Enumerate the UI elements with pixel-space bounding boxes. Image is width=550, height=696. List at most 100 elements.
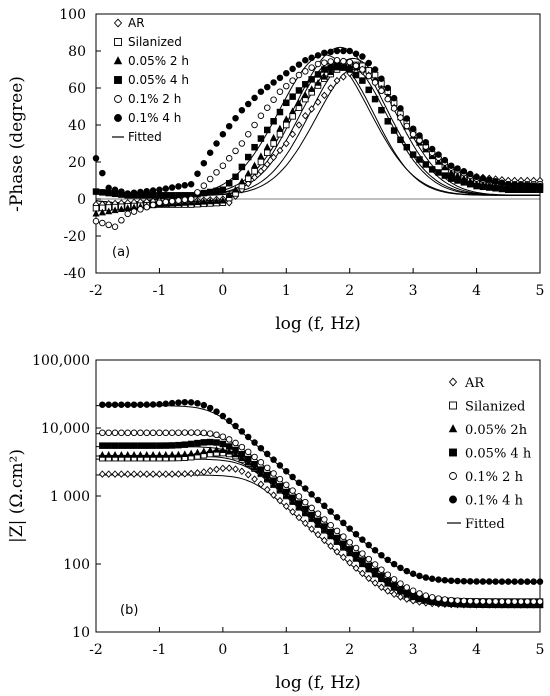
impedance-data-point <box>251 464 259 471</box>
impedance-data-point <box>378 583 385 592</box>
impedance-data-point <box>390 560 398 568</box>
phase-data-point <box>320 72 328 80</box>
impedance-data-point <box>498 578 506 585</box>
phase-y-tick-label: 100 <box>59 7 86 23</box>
impedance-data-point <box>270 456 277 463</box>
impedance-data-point <box>244 458 252 466</box>
impedance-data-point <box>333 527 341 535</box>
phase-data-point <box>276 130 284 138</box>
phase-data-point <box>168 192 176 199</box>
phase-data-point <box>251 143 258 151</box>
phase-data-point <box>422 161 430 168</box>
phase-data-point <box>295 87 303 94</box>
impedance-data-point <box>359 550 366 557</box>
impedance-data-point <box>136 470 144 478</box>
impedance-data-point <box>536 598 544 605</box>
impedance-data-point <box>327 528 334 536</box>
impedance-data-point <box>466 578 474 585</box>
phase-data-point <box>270 133 278 141</box>
impedance-x-tick-label: 5 <box>536 642 545 658</box>
impedance-data-point <box>282 502 290 510</box>
impedance-data-point <box>149 470 157 478</box>
impedance-data-point <box>358 569 366 578</box>
impedance-data-point <box>162 429 170 437</box>
impedance-legend-label: 0.1% 4 h <box>465 494 524 509</box>
impedance-data-point <box>156 400 163 408</box>
impedance-data-point <box>447 596 455 604</box>
phase-data-point <box>289 107 297 115</box>
phase-data-point <box>403 143 411 151</box>
impedance-data-point <box>352 551 360 559</box>
phase-data-point <box>498 185 506 193</box>
impedance-data-point <box>283 481 290 489</box>
impedance-data-point <box>333 547 341 556</box>
phase-data-point <box>130 208 138 215</box>
impedance-data-point <box>238 443 246 451</box>
phase-data-point <box>206 188 214 196</box>
phase-data-point <box>295 61 303 68</box>
phase-legend-label: 0.1% 4 h <box>128 111 181 125</box>
phase-data-point <box>232 147 239 155</box>
impedance-data-point <box>505 598 512 605</box>
phase-data-point <box>352 62 360 70</box>
impedance-data-point <box>466 597 474 605</box>
impedance-data-point <box>289 508 297 516</box>
impedance-data-point <box>492 578 499 585</box>
phase-data-point <box>441 156 449 164</box>
impedance-data-point <box>479 578 487 585</box>
impedance-data-point <box>118 442 125 449</box>
impedance-y-tick-label: 100 <box>63 557 90 573</box>
impedance-data-point <box>137 429 144 437</box>
impedance-data-point <box>206 438 214 446</box>
impedance-data-point <box>174 450 183 458</box>
phase-data-point <box>505 186 512 193</box>
phase-data-point <box>225 180 233 187</box>
phase-data-point <box>371 95 379 103</box>
impedance-data-point <box>530 598 537 605</box>
phase-data-point <box>137 206 144 213</box>
impedance-data-point <box>219 440 227 448</box>
impedance-data-point <box>441 577 449 584</box>
impedance-x-tick-label: 3 <box>409 642 418 658</box>
phase-data-point <box>301 91 309 99</box>
impedance-data-point <box>232 439 239 447</box>
impedance-data-point <box>314 510 322 517</box>
impedance-data-point <box>378 573 385 580</box>
phase-data-point <box>428 166 436 173</box>
impedance-data-point <box>441 596 449 603</box>
phase-data-point <box>149 201 157 209</box>
phase-data-point <box>175 197 182 204</box>
impedance-data-point <box>149 442 157 449</box>
impedance-data-point <box>168 470 176 478</box>
phase-data-point <box>156 186 163 193</box>
impedance-data-point <box>371 579 379 587</box>
impedance-data-point <box>225 417 233 425</box>
impedance-data-point <box>143 401 150 408</box>
impedance-data-point <box>333 534 341 542</box>
phase-data-point <box>264 83 271 91</box>
phase-data-point <box>302 57 309 64</box>
impedance-data-point <box>422 592 430 599</box>
phase-x-tick-label: 2 <box>345 283 354 299</box>
phase-data-point <box>340 64 347 71</box>
impedance-data-point <box>390 582 398 589</box>
phase-data-point <box>270 79 277 86</box>
phase-data-point <box>378 106 385 114</box>
phase-x-tick-label: 1 <box>282 283 291 299</box>
impedance-data-point <box>105 429 112 437</box>
phase-data-point <box>162 198 170 206</box>
impedance-data-point <box>479 598 487 605</box>
impedance-data-point <box>149 451 157 458</box>
phase-data-point <box>124 210 131 218</box>
impedance-data-point <box>517 598 525 605</box>
phase-data-point <box>289 93 296 100</box>
phase-data-point <box>327 48 334 56</box>
phase-data-point <box>143 203 150 211</box>
phase-data-point <box>283 99 290 107</box>
impedance-data-point <box>276 462 284 469</box>
impedance-data-point <box>213 465 220 474</box>
impedance-data-point <box>143 451 151 458</box>
impedance-data-point <box>175 429 182 436</box>
impedance-data-point <box>181 441 189 448</box>
impedance-data-point <box>238 467 246 476</box>
